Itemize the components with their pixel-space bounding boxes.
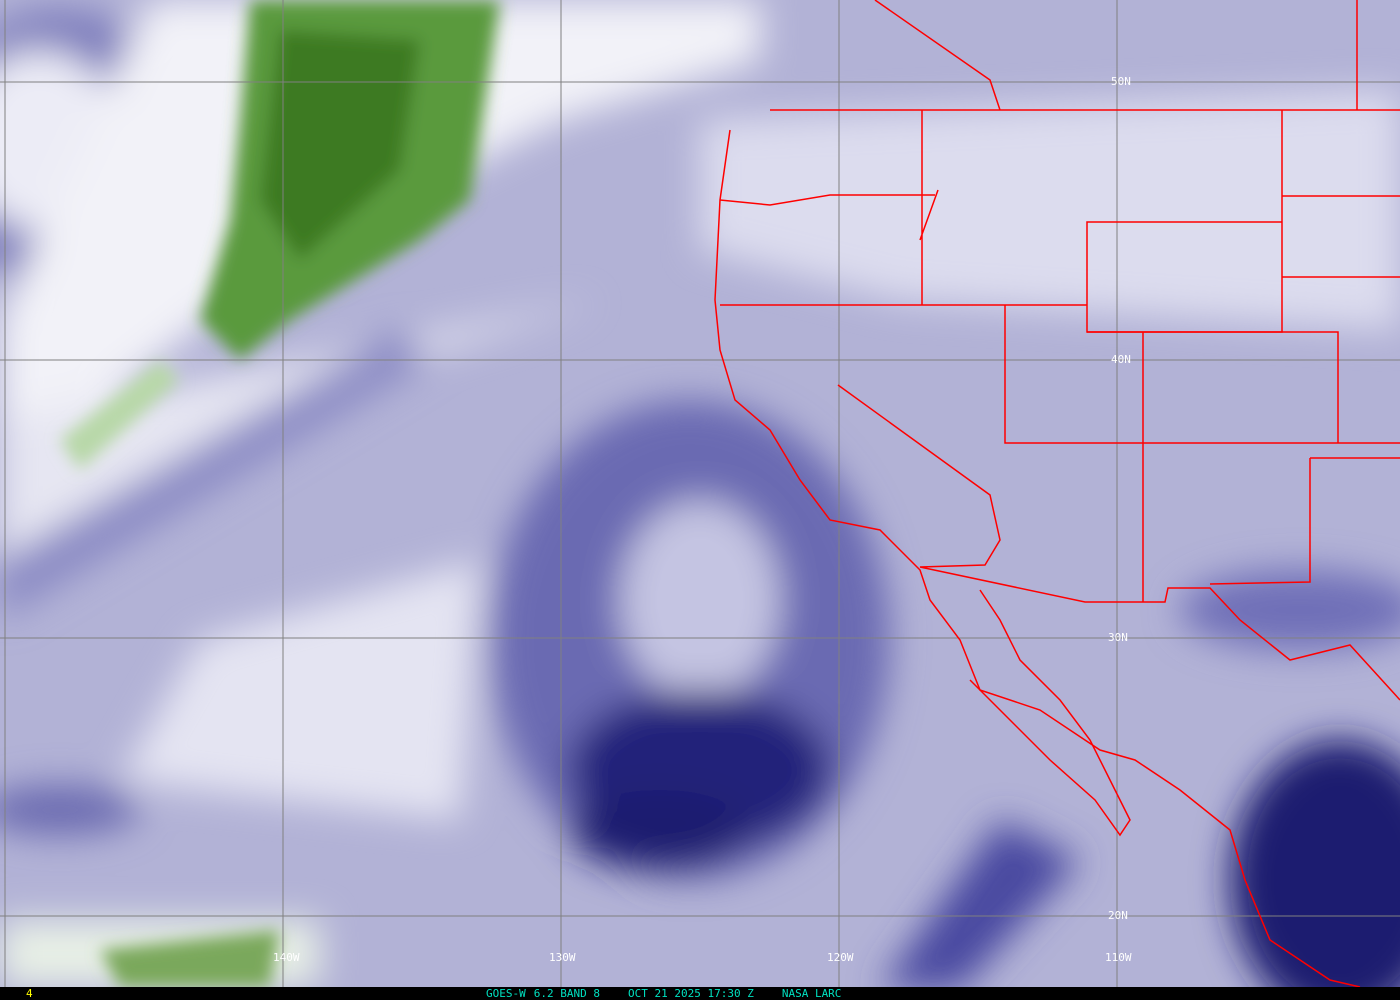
lat-label-20n: 20N	[1108, 909, 1128, 922]
lon-label-110w: 110W	[1105, 951, 1132, 964]
caption: GOES-W 6.2 BAND 8 OCT 21 2025 17:30 Z NASA …	[486, 987, 869, 1000]
credit: NASA LARC	[781, 987, 842, 1000]
lon-label-120w: 120W	[827, 951, 854, 964]
lat-label-40n: 40N	[1111, 353, 1131, 366]
lon-label-130w: 130W	[549, 951, 576, 964]
satellite-name: GOES-W	[486, 987, 526, 1000]
very-moist-area	[60, 0, 500, 987]
lat-label-30n: 30N	[1108, 631, 1128, 644]
product-name: 6.2 BAND 8	[533, 987, 600, 1000]
lat-label-50n: 50N	[1111, 75, 1131, 88]
satellite-product: GOES-W 6.2 BAND 8	[486, 987, 600, 1000]
longitude-labels: 140W 130W 120W 110W	[273, 951, 1132, 964]
frame-number: 4	[26, 987, 33, 1000]
political-borders	[714, 0, 1400, 987]
lon-label-140w: 140W	[273, 951, 300, 964]
caption-bar: 4 GOES-W 6.2 BAND 8 OCT 21 2025 17:30 Z NAS…	[0, 987, 1400, 1000]
latitude-labels: 50N 40N 30N 20N	[1108, 75, 1131, 922]
datetime: OCT 21 2025 17:30 Z	[627, 987, 754, 1000]
